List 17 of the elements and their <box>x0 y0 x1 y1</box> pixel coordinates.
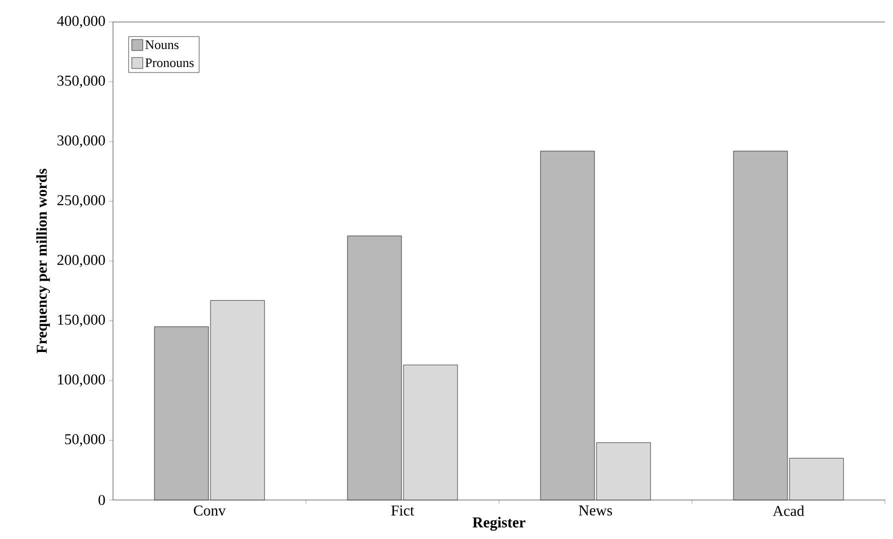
y-tick-label: 250,000 <box>57 195 105 208</box>
x-tick-label: Conv <box>194 506 226 516</box>
y-tick-label: 200,000 <box>57 254 105 268</box>
x-tick-label: News <box>578 506 612 516</box>
x-tick-label: Fict <box>391 506 414 516</box>
y-tick-label: 350,000 <box>57 76 105 88</box>
legend-label: Pronouns <box>145 58 194 68</box>
y-tick-label: 0 <box>98 494 105 506</box>
y-tick-label: 400,000 <box>57 16 105 28</box>
y-axis-title: Frequency per million words <box>36 168 50 354</box>
y-tick-label: 150,000 <box>58 314 105 327</box>
legend-label: Nouns <box>145 40 179 50</box>
y-tick-label: 50,000 <box>65 434 105 446</box>
y-tick-label: 300,000 <box>57 135 105 148</box>
y-tick-label: 100,000 <box>58 374 105 387</box>
x-axis-title: Register <box>472 516 526 531</box>
x-tick-label: Acad <box>772 506 804 516</box>
